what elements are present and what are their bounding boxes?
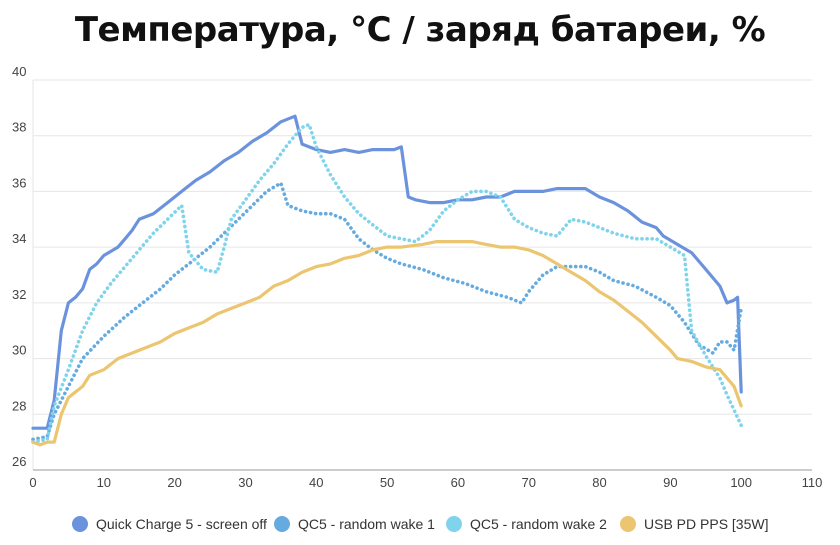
legend-item: QC5 - random wake 2: [446, 516, 607, 532]
series-line-1: [31, 114, 743, 430]
x-tick-label: 90: [663, 475, 677, 490]
y-tick-label: 28: [12, 398, 26, 413]
x-axis-ticks: 0 10 20 30 40 50 60 70 80 90 100 110: [29, 475, 822, 490]
legend-label: QC5 - random wake 2: [470, 516, 607, 532]
series-lines: [31, 114, 743, 447]
legend-label: Quick Charge 5 - screen off: [96, 516, 267, 532]
legend-swatch: [620, 516, 636, 532]
legend-label: USB PD PPS [35W]: [644, 516, 768, 532]
legend-item: QC5 - random wake 1: [274, 516, 435, 532]
x-tick-label: 80: [592, 475, 606, 490]
legend-item: Quick Charge 5 - screen off: [72, 516, 267, 532]
x-tick-label: 50: [380, 475, 394, 490]
y-tick-label: 26: [12, 454, 26, 469]
x-tick-label: 40: [309, 475, 323, 490]
x-tick-label: 0: [29, 475, 36, 490]
series-line-2: [31, 181, 743, 442]
legend-swatch: [72, 516, 88, 532]
y-tick-label: 30: [12, 343, 26, 358]
y-tick-label: 32: [12, 287, 26, 302]
x-tick-label: 70: [521, 475, 535, 490]
legend-swatch: [274, 516, 290, 532]
series-line-3: [31, 122, 743, 444]
legend-label: QC5 - random wake 1: [298, 516, 435, 532]
x-tick-label: 60: [451, 475, 465, 490]
x-tick-label: 110: [802, 475, 823, 490]
y-tick-label: 40: [12, 64, 26, 79]
grid-lines: [32, 79, 812, 471]
x-tick-label: 20: [167, 475, 181, 490]
x-tick-label: 10: [97, 475, 111, 490]
x-tick-label: 30: [238, 475, 252, 490]
series-line-4: [31, 240, 743, 447]
y-tick-label: 36: [12, 175, 26, 190]
chart-title: Температура, °C / заряд батареи, %: [74, 10, 766, 50]
y-tick-label: 34: [12, 231, 26, 246]
legend-item: USB PD PPS [35W]: [620, 516, 768, 532]
legend-swatch: [446, 516, 462, 532]
legend: Quick Charge 5 - screen off QC5 - random …: [72, 516, 768, 532]
y-axis-ticks: 26 28 30 32 34 36 38 40: [12, 64, 26, 469]
y-tick-label: 38: [12, 120, 26, 135]
x-tick-label: 100: [730, 475, 752, 490]
